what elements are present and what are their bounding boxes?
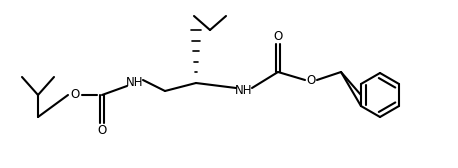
Text: O: O — [273, 30, 283, 43]
Text: O: O — [306, 74, 316, 87]
Text: O: O — [98, 124, 107, 137]
Text: O: O — [71, 89, 80, 101]
Text: NH: NH — [235, 85, 253, 97]
Text: NH: NH — [126, 76, 144, 90]
